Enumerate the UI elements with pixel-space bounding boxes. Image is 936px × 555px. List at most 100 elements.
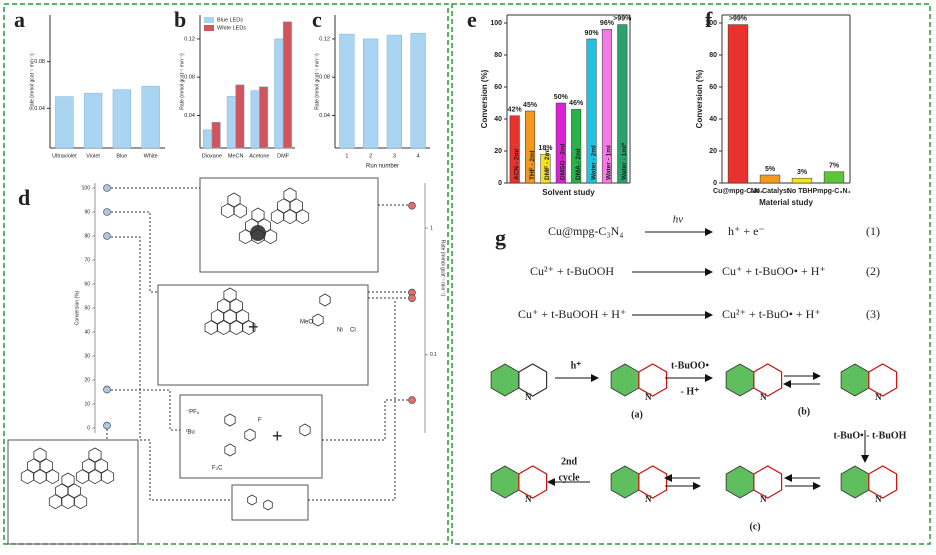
x-tick-label: 2 xyxy=(369,153,372,159)
structure-boxes xyxy=(7,177,379,545)
y-tick-label: 20 xyxy=(84,377,90,383)
bar xyxy=(235,84,245,149)
ring xyxy=(217,320,231,336)
y-tick-label: 0 xyxy=(713,180,717,187)
bar xyxy=(250,90,260,149)
y-tick-label: 10 xyxy=(84,401,90,407)
ring xyxy=(233,203,247,219)
bar xyxy=(141,85,160,149)
y-tick-label: 100 xyxy=(490,20,502,27)
hetero-ring xyxy=(753,363,783,397)
scheme-label: t-BuOO• xyxy=(671,360,709,371)
atom: MeO xyxy=(300,320,313,326)
ring xyxy=(204,320,218,336)
bar xyxy=(211,121,221,149)
benzene-ring xyxy=(840,363,870,397)
ring xyxy=(238,229,252,245)
ring xyxy=(46,469,60,485)
ring xyxy=(48,494,62,510)
scheme-label: t-BuO• - t-BuOH xyxy=(834,430,907,441)
equation-number: (2) xyxy=(866,264,880,278)
category-label: Water - 2ml xyxy=(590,145,597,180)
bar xyxy=(339,33,355,149)
y-tick-label: 30 xyxy=(84,353,90,359)
bar xyxy=(226,96,236,149)
value-label: 3% xyxy=(797,169,808,176)
panel-label: e xyxy=(467,7,477,32)
value-label: 46% xyxy=(569,100,584,107)
x-axis-label: Run number xyxy=(366,164,399,170)
x-tick-label: DMF xyxy=(277,153,290,159)
y-tick-label: 60 xyxy=(709,84,717,91)
panel-label: g xyxy=(495,225,506,250)
x-tick-label: Acetone xyxy=(249,153,269,159)
scheme-label: (c) xyxy=(749,521,760,532)
bar xyxy=(727,24,749,184)
equation-left: Cu@mpg-C₃N₄ xyxy=(548,224,623,238)
ring xyxy=(264,229,278,245)
y-axis-label: Conversion (%) xyxy=(74,290,80,325)
x-tick-label: mpg-C₃N₄ xyxy=(817,188,851,195)
value-label: >99% xyxy=(729,15,748,22)
value-label: >99% xyxy=(613,15,632,22)
y-tick-label: 40 xyxy=(494,116,502,123)
scheme-label: - H⁺ xyxy=(681,386,700,397)
bar xyxy=(571,109,582,184)
ring xyxy=(88,447,102,463)
ring xyxy=(61,494,75,510)
data-point xyxy=(408,201,416,210)
data-point xyxy=(103,208,111,216)
ring xyxy=(224,443,236,457)
x-tick-label: No TBHP xyxy=(787,188,818,195)
bar xyxy=(540,153,551,184)
x-tick-label: Ultraviolet xyxy=(52,153,77,159)
benzene-ring xyxy=(610,465,640,499)
atom: N xyxy=(645,392,652,402)
y-tick-label: 70 xyxy=(84,257,90,263)
data-point xyxy=(408,294,416,302)
atom: N xyxy=(760,494,767,504)
scheme-label: 2nd xyxy=(561,456,578,467)
y-tick-label: 0.04 xyxy=(34,106,45,112)
bar xyxy=(759,174,781,184)
ring xyxy=(257,218,271,234)
equation-right: Cu⁺ + t-BuOO• + H⁺ xyxy=(722,264,826,278)
atom: F₃C xyxy=(212,466,223,472)
ring xyxy=(319,293,331,307)
benzene-ring xyxy=(610,363,640,397)
ring xyxy=(277,198,291,214)
y-tick-label: 0 xyxy=(87,425,90,431)
right-frame xyxy=(451,3,931,545)
category-label: DMSO - 2ml xyxy=(560,143,567,180)
y-tick-label: 60 xyxy=(84,281,90,287)
value-label: 45% xyxy=(523,102,538,109)
x-tick-label: Cu@mpg-C₃N₄ xyxy=(713,188,763,195)
y-tick-label: 40 xyxy=(709,116,717,123)
hetero-ring xyxy=(868,363,898,397)
y2-tick-label: 0.1 xyxy=(430,352,437,358)
value-label: 5% xyxy=(765,166,776,173)
category-label: DMF - 2ml xyxy=(544,149,551,180)
legend-label: Blue LEDs xyxy=(217,17,243,23)
x-tick-label: 3 xyxy=(393,153,396,159)
legend-label: White LEDs xyxy=(217,25,246,31)
data-point xyxy=(103,184,111,192)
equation-right: Cu²⁺ + t-BuO• + H⁺ xyxy=(722,307,821,321)
bar xyxy=(274,38,284,149)
y-tick-label: 80 xyxy=(709,52,717,59)
hetero-ring xyxy=(753,465,783,499)
bar xyxy=(55,96,74,149)
y-tick-label: 100 xyxy=(705,20,717,27)
y-tick-label: 0.08 xyxy=(184,75,195,81)
value-label: 96% xyxy=(600,20,615,27)
value-label: 18% xyxy=(538,145,553,152)
atom: Cl xyxy=(350,328,356,334)
panel-label: c xyxy=(312,7,322,32)
ring xyxy=(312,313,324,327)
x-tick-label: MeCN xyxy=(228,153,244,159)
data-point xyxy=(103,421,111,430)
y-tick-label: 0.04 xyxy=(319,113,330,119)
y-axis-label: Rate (mmol gcat⁻¹ min⁻¹) xyxy=(179,53,185,110)
category-label: Water - 1ml* xyxy=(621,142,628,180)
